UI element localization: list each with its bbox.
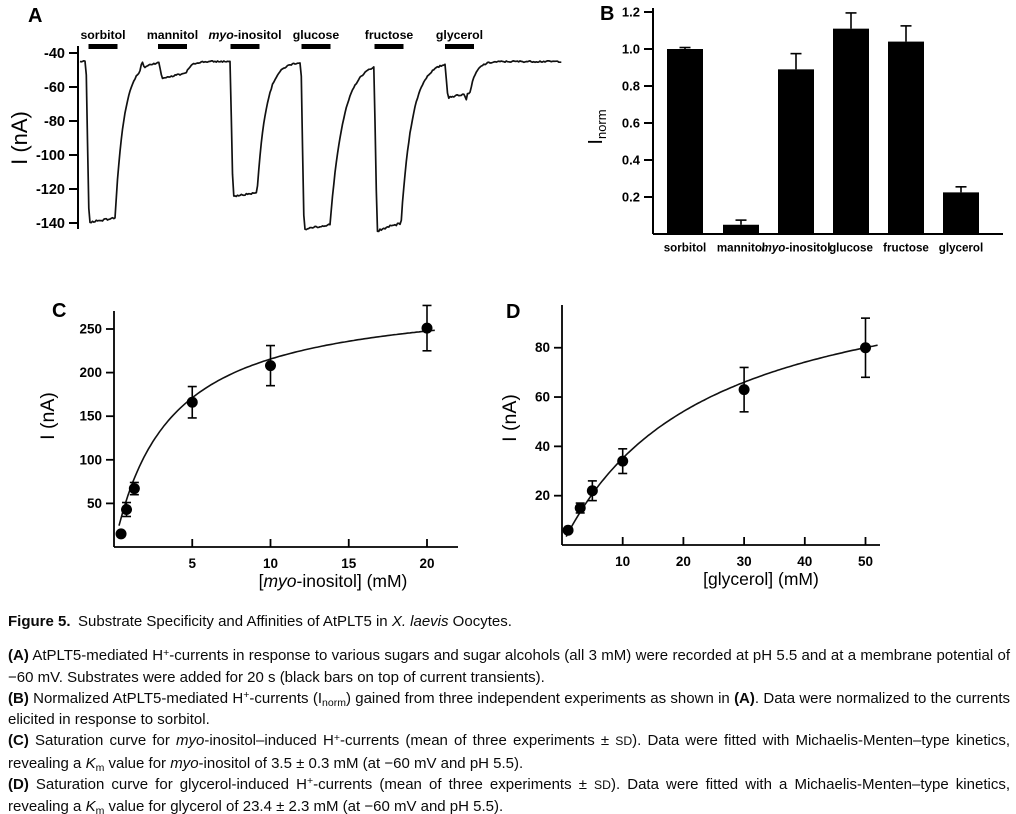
x-axis-label: [myo-inositol] (mM) <box>259 571 408 591</box>
y-tick-label: 100 <box>79 452 102 467</box>
y-axis-label: I (nA) <box>499 394 521 442</box>
x-tick-label: 20 <box>419 556 434 571</box>
y-tick-label: 0.4 <box>622 153 641 168</box>
y-axis-label: I (nA) <box>37 392 59 440</box>
y-tick-label: 0.2 <box>622 190 640 205</box>
panel-c-myo-inositol-saturation-curve: 5 10 15 20 50 100 150 200 250 [myo-inositol] (mM)… <box>37 304 458 591</box>
y-tick-label: 20 <box>535 488 550 503</box>
panel-a-plot: -40 -60 -80 -100 -120 -140 I (nA) sorbitol manni… <box>7 28 562 233</box>
substrate-application-bar <box>445 44 474 49</box>
caption-paragraph-c: (C) Saturation curve for myo-inositol–in… <box>8 731 1011 774</box>
x-tick-label: 5 <box>188 556 196 571</box>
data-point <box>186 396 198 408</box>
data-point <box>562 524 574 536</box>
x-tick-label: 50 <box>858 554 873 569</box>
svgC-plot: 5 10 15 20 50 100 150 200 250 [myo-inositol] (mM)… <box>37 304 458 591</box>
data-point <box>121 504 133 516</box>
substrate-application-bar <box>374 44 404 49</box>
figure-caption: Figure 5. Substrate Specificity and Affi… <box>8 611 1010 814</box>
fit-curve <box>118 329 435 526</box>
caption-title: Figure 5. Substrate Specificity and Affi… <box>8 613 512 630</box>
substrate-application-bar <box>301 44 331 49</box>
fit-curve <box>565 344 878 537</box>
y-tick-label: 250 <box>79 322 102 337</box>
svgD-plot: 10 20 30 40 50 20 40 60 80 [glycerol] (mM) I (nA) <box>499 305 880 589</box>
substrate-label: glucose <box>293 28 340 42</box>
substrate-application-bar <box>230 44 260 49</box>
y-tick-label: -60 <box>44 80 65 96</box>
y-tick-label: 1.0 <box>622 42 640 57</box>
data-point <box>574 502 586 514</box>
y-tick-label: -120 <box>36 182 65 198</box>
data-point <box>860 342 871 354</box>
data-point <box>586 485 598 497</box>
category-label: myo-inositol <box>762 242 831 255</box>
y-tick-label: -80 <box>44 114 65 130</box>
bar-1 <box>723 224 759 234</box>
substrate-label: mannitol <box>147 28 198 42</box>
current-trace <box>79 59 562 233</box>
substrate-label: sorbitol <box>80 28 125 42</box>
category-label: glucose <box>829 242 873 255</box>
y-tick-label: 200 <box>79 365 102 380</box>
substrate-label: glycerol <box>436 28 483 42</box>
bar-0 <box>667 49 703 234</box>
substrate-application-bar <box>88 44 118 49</box>
y-tick-label: 40 <box>535 439 550 454</box>
bar-2 <box>778 69 814 234</box>
y-tick-label: 80 <box>535 340 550 355</box>
panel-d-label: D <box>506 301 521 323</box>
panel-b-plot: 0.2 0.4 0.6 0.8 1.0 1.2 Inorm sorbitol mannitolm… <box>585 5 1003 255</box>
x-tick-label: 10 <box>615 554 630 569</box>
substrate-application-bar <box>158 44 187 49</box>
y-tick-label: 60 <box>535 390 550 405</box>
y-tick-label: 1.2 <box>622 5 640 20</box>
substrate-label: fructose <box>365 28 414 42</box>
category-label: sorbitol <box>664 242 707 255</box>
y-axis-label: Inorm <box>585 109 609 144</box>
data-point <box>128 483 140 495</box>
substrate-label: myo-inositol <box>208 28 281 42</box>
panel-b-label: B <box>600 3 615 25</box>
panel-a-current-trace-chart: -40 -60 -80 -100 -120 -140 I (nA) sorbitol manni… <box>7 28 562 233</box>
y-tick-label: -140 <box>36 216 65 232</box>
x-tick-label: 20 <box>676 554 691 569</box>
data-point <box>738 384 750 396</box>
data-point <box>115 528 127 540</box>
caption-paragraph-b: (B) Normalized AtPLT5-mediated H+-curren… <box>8 689 1010 729</box>
x-tick-label: 40 <box>797 554 812 569</box>
panel-c-label: C <box>52 300 67 322</box>
panel-a-label: A <box>28 5 43 27</box>
bar-4 <box>888 41 924 234</box>
y-tick-label: -40 <box>44 46 65 62</box>
bar-5 <box>943 192 979 234</box>
y-axis-label: I (nA) <box>7 111 32 165</box>
y-tick-label: -100 <box>36 148 65 164</box>
caption-paragraph-d: (D) Saturation curve for glycerol-induce… <box>8 775 1010 814</box>
data-point <box>617 455 629 467</box>
category-label: glycerol <box>939 242 983 255</box>
y-tick-label: 0.8 <box>622 79 640 94</box>
bar-3 <box>833 28 869 235</box>
panel-d-glycerol-saturation-curve: 10 20 30 40 50 20 40 60 80 [glycerol] (mM) I (nA) <box>499 305 880 589</box>
y-tick-label: 0.6 <box>622 116 640 131</box>
data-point <box>265 360 276 372</box>
x-tick-label: 30 <box>737 554 752 569</box>
panel-b-normalized-current-bar-chart: 0.2 0.4 0.6 0.8 1.0 1.2 Inorm sorbitol mannitolm… <box>585 5 1003 255</box>
x-axis-label: [glycerol] (mM) <box>703 569 819 589</box>
category-label: fructose <box>883 242 929 255</box>
data-point <box>421 322 433 334</box>
y-tick-label: 150 <box>79 409 102 424</box>
caption-paragraph-a: (A) AtPLT5-mediated H+-currents in respo… <box>8 646 1011 686</box>
x-tick-label: 10 <box>263 556 278 571</box>
x-tick-label: 15 <box>341 556 357 571</box>
category-label: mannitol <box>717 242 765 255</box>
y-tick-label: 50 <box>87 496 102 511</box>
